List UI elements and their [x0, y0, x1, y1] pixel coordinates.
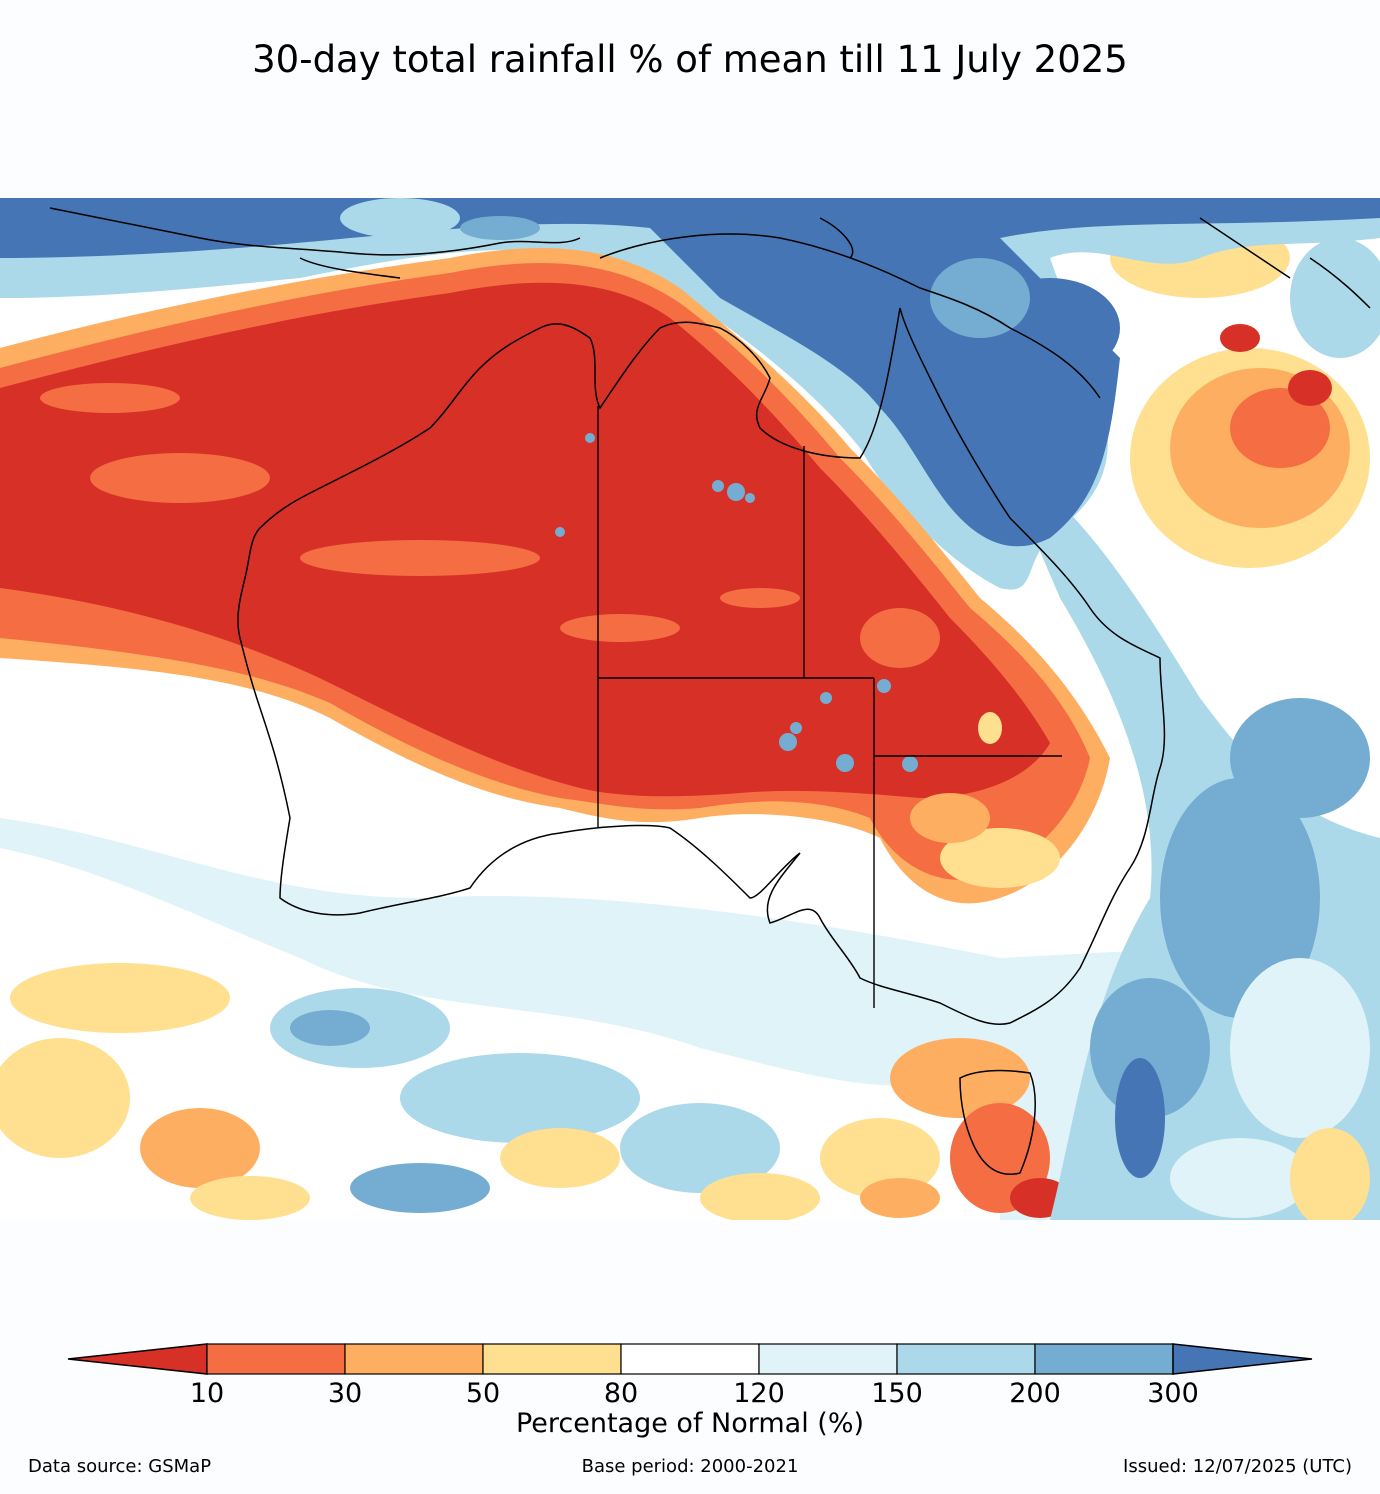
australia-coastline: [237, 307, 1166, 1025]
new-guinea-coastline: [599, 217, 1101, 399]
pacific-islands-coastline: [1199, 217, 1371, 309]
colorbar-extend-low: [67, 1343, 208, 1375]
coastlines: [49, 207, 1371, 1175]
colorbar-tick-label: 150: [871, 1378, 923, 1409]
map-title: 30-day total rainfall % of mean till 11 …: [252, 38, 1128, 81]
colorbar-tick-label: 200: [1009, 1378, 1061, 1409]
colorbar-extend-high: [1172, 1343, 1313, 1375]
colorbar-tick-label: 30: [327, 1378, 363, 1409]
colorbar-segment: [344, 1343, 484, 1375]
colorbar-segment: [482, 1343, 622, 1375]
indonesia-coastline: [49, 207, 581, 279]
colorbar-tick-label: 300: [1147, 1378, 1199, 1409]
dry-region: [0, 248, 1110, 904]
issued-date: Issued: 12/07/2025 (UTC): [1123, 1456, 1352, 1477]
colorbar-tick-label: 10: [189, 1378, 225, 1409]
tasmania-coastline: [959, 1069, 1036, 1175]
colorbar-tick-label: 80: [603, 1378, 639, 1409]
state-borders: [597, 406, 1062, 1008]
colorbar-segment: [620, 1343, 760, 1375]
colorbar-tick-label: 120: [733, 1378, 785, 1409]
colorbar-segment: [758, 1343, 898, 1375]
colorbar-segment: [896, 1343, 1036, 1375]
data-source: Data source: GSMaP: [28, 1456, 212, 1477]
colorbar-label: Percentage of Normal (%): [515, 1408, 865, 1439]
northern-wet-region: [0, 198, 1380, 590]
eastern-ocean-anomalies: [1000, 218, 1380, 1220]
colorbar-segment: [1034, 1343, 1174, 1375]
colorbar-segment: [206, 1343, 346, 1375]
base-period: Base period: 2000-2021: [581, 1456, 799, 1477]
colorbar-tick-label: 50: [465, 1378, 501, 1409]
colorbar: [67, 1343, 1313, 1375]
rainfall-map: [0, 198, 1380, 1220]
